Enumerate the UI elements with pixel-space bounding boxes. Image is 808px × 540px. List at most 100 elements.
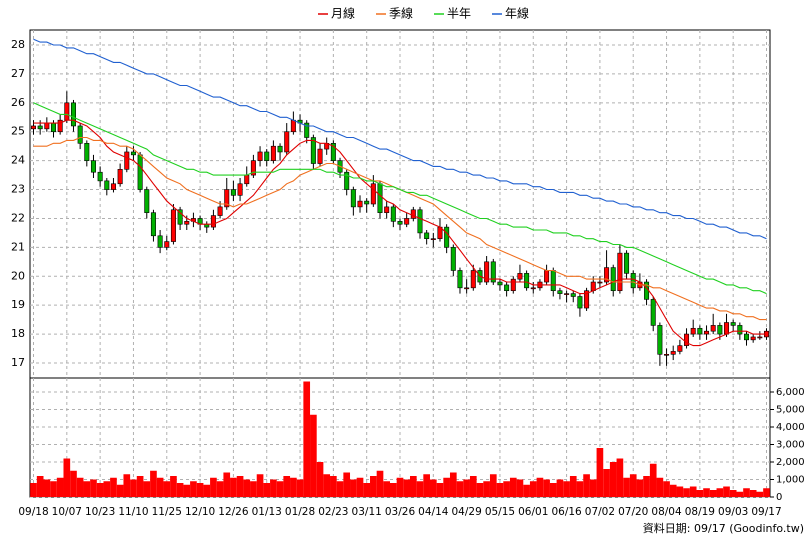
y-tick-label: 24 <box>11 154 25 167</box>
candle-body <box>504 284 510 292</box>
volume-bar <box>716 488 724 497</box>
volume-bar <box>763 488 770 497</box>
legend-label: 年線 <box>505 6 529 21</box>
volume-bar <box>76 477 84 497</box>
volume-bar <box>143 481 151 497</box>
candle-body <box>70 102 76 127</box>
candle-body <box>104 180 110 190</box>
y2-tick-label: 2,000 <box>776 457 805 468</box>
candle-body <box>624 252 630 274</box>
candle-body <box>377 183 383 213</box>
volume-bar <box>283 476 291 497</box>
candle-body <box>50 122 56 133</box>
volume-bar <box>663 481 670 497</box>
candle-body <box>604 267 610 283</box>
volume-bar <box>503 481 510 497</box>
candle-body <box>690 327 696 335</box>
x-tick-label: 01/28 <box>285 506 315 518</box>
x-tick-label: 09/03 <box>718 506 748 518</box>
candle-body <box>357 200 363 208</box>
x-tick-label: 08/04 <box>651 506 682 518</box>
candle-body <box>757 336 763 339</box>
volume-bar <box>50 481 57 497</box>
volume-bar <box>623 477 630 497</box>
volume-bar <box>729 490 737 497</box>
candle-body <box>84 143 90 161</box>
x-tick-label: 11/25 <box>152 506 182 518</box>
candle-body <box>57 119 63 133</box>
volume-bar <box>549 483 557 497</box>
volume-bar <box>436 483 444 497</box>
y-tick-label: 22 <box>11 211 25 224</box>
volume-bar <box>250 481 257 497</box>
volume-bar <box>256 474 264 497</box>
volume-bar <box>170 476 177 497</box>
x-tick-label: 09/18 <box>18 506 48 518</box>
plot-frame <box>29 29 771 498</box>
volume-bar <box>136 476 144 497</box>
candle-body <box>530 287 536 290</box>
candle-body <box>677 345 683 352</box>
candle-body <box>597 281 603 284</box>
candle-body <box>590 281 596 292</box>
x-tick-label: 03/11 <box>352 506 382 518</box>
volume-bar <box>216 481 224 497</box>
volume-bar <box>463 479 470 497</box>
candle-body <box>450 247 456 271</box>
y2-tick-label: 0 <box>776 492 782 503</box>
candle-body <box>264 151 270 161</box>
volume-bar <box>150 470 157 497</box>
candle-body <box>744 333 750 341</box>
volume-bar <box>543 479 550 497</box>
candle-body <box>124 151 130 170</box>
y-tick-label: 28 <box>11 38 25 51</box>
volume-bar <box>290 477 297 497</box>
x-tick-label: 06/16 <box>551 506 582 518</box>
x-tick-label: 12/10 <box>185 506 215 518</box>
candle-body <box>730 322 736 326</box>
candle-body <box>77 125 83 144</box>
candle-body <box>550 270 556 292</box>
volume-bar <box>96 483 104 497</box>
candle-body <box>257 151 263 161</box>
x-tick-label: 03/26 <box>385 506 416 518</box>
volume-bar <box>583 474 590 497</box>
volume-bar <box>390 483 397 497</box>
y2-tick-label: 6,000 <box>776 387 805 398</box>
candle-body <box>137 154 143 190</box>
volume-bar <box>196 483 204 497</box>
candle-body <box>310 137 316 164</box>
candle-body <box>37 125 43 130</box>
volume-bar <box>396 477 404 497</box>
candle-body <box>577 296 583 309</box>
candle-body <box>470 270 476 289</box>
candle-body <box>650 299 656 326</box>
volume-bar <box>703 488 710 497</box>
volume-bar <box>316 462 324 497</box>
candle-body <box>584 290 590 309</box>
volume-bar <box>356 477 364 497</box>
volume-bar <box>383 481 391 497</box>
y-tick-label: 25 <box>11 125 25 138</box>
volume-bar <box>749 490 757 497</box>
x-tick-label: 11/10 <box>118 506 148 518</box>
candle-body <box>410 209 416 219</box>
candle-body <box>244 174 250 185</box>
volume-bar <box>563 481 570 497</box>
candle-body <box>44 122 50 130</box>
volume-bar <box>110 477 117 497</box>
volume-bar <box>449 472 457 497</box>
x-tick-label: 06/01 <box>518 506 548 518</box>
volume-bar <box>516 479 524 497</box>
volume-bar <box>556 479 564 497</box>
volume-bar <box>456 481 464 497</box>
x-tick-label: 08/19 <box>685 506 715 518</box>
volume-bar <box>483 481 490 497</box>
volume-bar <box>343 472 351 497</box>
y-tick-label: 17 <box>11 356 25 369</box>
volume-bar <box>689 486 697 497</box>
volume-bar <box>30 483 37 497</box>
candle-body <box>184 221 190 225</box>
volume-bar <box>43 479 51 497</box>
